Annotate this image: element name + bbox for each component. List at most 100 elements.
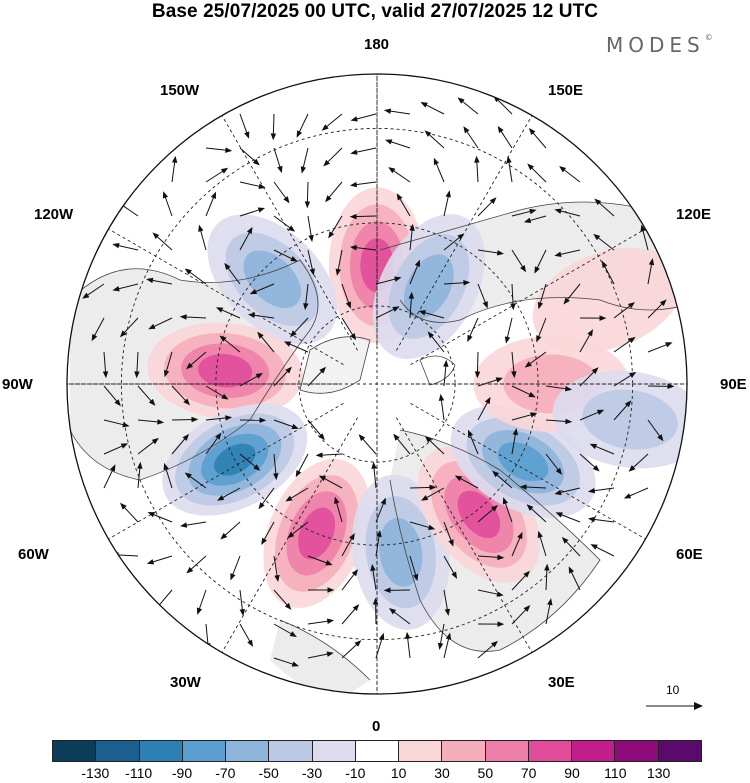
wind-arrow-head <box>463 126 470 134</box>
wind-arrow <box>273 147 282 170</box>
wind-arrow <box>307 555 329 565</box>
wind-arrow-head <box>257 331 264 339</box>
wind-arrow <box>465 129 479 149</box>
wind-arrow-head <box>184 472 192 479</box>
wind-arrow-head <box>529 208 537 215</box>
wind-arrow-head <box>152 232 160 240</box>
wind-arrow <box>205 417 228 421</box>
wind-arrow-head <box>504 336 511 344</box>
wind-arrow-head <box>326 618 335 624</box>
wind-arrow <box>341 642 359 659</box>
vector-scale-label: 10 <box>666 683 680 697</box>
wind-arrow-head <box>555 512 563 518</box>
colorbar-swatch <box>442 741 486 761</box>
wind-arrow <box>137 466 141 489</box>
wind-arrow <box>613 373 633 387</box>
wind-arrow <box>262 521 275 542</box>
wind-arrow <box>171 436 187 455</box>
wind-arrow <box>477 555 500 559</box>
wind-arrow-head <box>537 530 543 539</box>
wind-arrow-head <box>147 512 155 518</box>
wind-arrow-head <box>420 102 428 108</box>
wind-arrow <box>594 545 615 557</box>
wind-arrow-head <box>258 502 265 510</box>
wind-arrow-head <box>383 587 391 594</box>
wind-arrow-head <box>624 400 632 408</box>
label-180: 180 <box>364 36 390 53</box>
wind-arrow <box>641 228 649 251</box>
colorbar-swatch <box>226 741 270 761</box>
wind-arrow-head <box>537 301 544 310</box>
wind-arrow <box>539 534 547 557</box>
wind-arrow-head <box>593 233 601 241</box>
wind-arrow <box>562 168 581 183</box>
wind-arrow <box>613 403 629 421</box>
anomaly-contour <box>378 517 423 587</box>
wind-arrow-head <box>247 639 254 647</box>
wind-arrow-head <box>179 314 187 320</box>
wind-arrow <box>222 337 241 353</box>
wind-arrow <box>341 572 356 591</box>
wind-arrow <box>136 351 139 374</box>
wind-arrow <box>511 283 514 306</box>
colorbar-tick-label: 30 <box>434 765 450 781</box>
wind-arrow-head <box>179 522 188 528</box>
wind-arrow-head <box>467 334 473 343</box>
wind-arrow <box>341 317 355 337</box>
wind-arrow <box>307 215 312 238</box>
wind-arrow-head <box>482 301 488 309</box>
wind-arrow <box>545 453 560 472</box>
wind-arrow <box>239 453 258 469</box>
wind-arrow-head <box>559 165 567 173</box>
wind-arrow-head <box>162 191 169 199</box>
wind-arrow-head <box>350 149 358 155</box>
wind-arrow <box>477 199 494 217</box>
wind-arrow <box>558 487 581 494</box>
anomaly-center <box>207 214 338 345</box>
wind-arrow-head <box>163 462 169 471</box>
wind-arrow <box>398 196 411 217</box>
logo-text: MODES <box>606 33 705 57</box>
wind-arrow-head <box>215 432 222 440</box>
anomaly-center <box>532 247 683 353</box>
wind-arrow-head <box>412 573 419 582</box>
wind-arrow <box>375 307 396 319</box>
wind-arrow <box>592 487 615 492</box>
wind-arrow-head <box>495 377 504 383</box>
wind-arrow-head <box>445 632 452 640</box>
wind-arrow <box>164 466 173 489</box>
wind-arrow-head <box>249 288 258 295</box>
wind-arrow <box>388 110 411 115</box>
wind-arrow <box>564 539 581 557</box>
wind-arrow-head <box>289 631 297 638</box>
wind-arrow <box>395 436 411 455</box>
wind-arrow <box>226 266 241 285</box>
wind-arrow-head <box>519 484 527 490</box>
wind-arrow-head <box>255 373 263 379</box>
wind-arrow <box>527 351 547 366</box>
wind-arrow <box>239 374 260 387</box>
wind-arrow <box>443 364 447 387</box>
wind-arrow <box>103 351 107 374</box>
wind-arrow-head <box>393 433 400 441</box>
wind-arrow <box>477 400 489 421</box>
wind-arrow <box>460 99 479 115</box>
wind-arrow <box>531 130 547 149</box>
wind-arrow <box>558 249 581 256</box>
wind-arrow <box>325 147 343 164</box>
wind-arrow-head <box>628 465 636 472</box>
wind-arrow-head <box>383 108 392 114</box>
wind-arrow-head <box>120 502 127 510</box>
wind-arrow <box>239 113 248 135</box>
wind-arrow <box>477 249 500 254</box>
wind-arrow <box>375 278 398 285</box>
wind-arrow <box>388 140 411 149</box>
wind-arrow <box>439 623 445 646</box>
wind-arrow <box>302 147 309 170</box>
wind-arrow <box>631 453 649 470</box>
wind-arrow <box>239 623 252 644</box>
wind-arrow-head <box>325 560 333 566</box>
colorbar-swatch <box>658 741 701 761</box>
wind-arrow-head <box>502 497 509 505</box>
wind-arrow-head <box>319 366 327 374</box>
